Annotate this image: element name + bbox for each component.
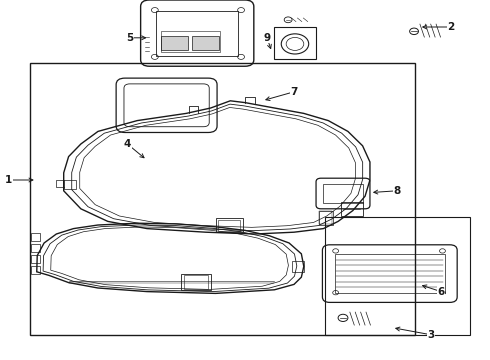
Bar <box>161 31 220 52</box>
Text: 5: 5 <box>126 33 133 43</box>
Bar <box>31 266 40 274</box>
Text: 6: 6 <box>438 287 444 297</box>
Bar <box>181 274 211 290</box>
Bar <box>30 63 415 335</box>
Bar <box>335 254 445 293</box>
Bar <box>323 184 363 203</box>
Bar <box>192 36 219 50</box>
Bar <box>318 211 333 225</box>
Text: 7: 7 <box>290 87 298 97</box>
Bar <box>341 202 363 216</box>
Bar <box>274 27 316 59</box>
Bar <box>216 218 243 232</box>
Text: 3: 3 <box>428 330 435 340</box>
Bar <box>184 275 208 289</box>
Text: 2: 2 <box>447 22 454 32</box>
Bar <box>31 244 40 252</box>
Bar <box>64 180 76 189</box>
Bar <box>31 233 40 241</box>
Bar <box>31 255 40 263</box>
Bar <box>161 36 188 50</box>
Text: 9: 9 <box>264 33 270 43</box>
Bar <box>292 261 304 272</box>
Bar <box>218 220 240 231</box>
Text: 4: 4 <box>123 139 131 149</box>
Bar <box>319 211 332 224</box>
Bar <box>156 11 238 56</box>
Bar <box>325 217 470 335</box>
Text: 1: 1 <box>5 175 12 185</box>
Text: 8: 8 <box>393 186 400 196</box>
